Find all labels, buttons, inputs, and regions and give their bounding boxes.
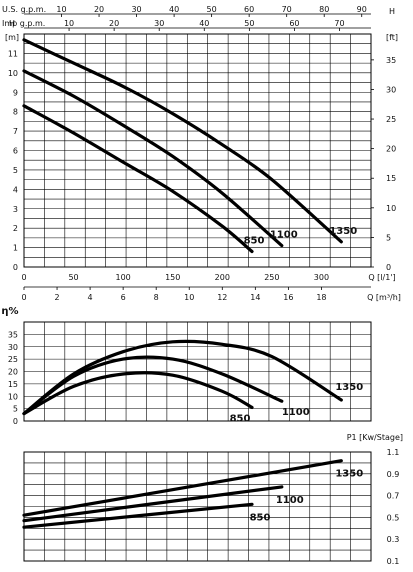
head-m-tick-label: 4	[13, 185, 18, 194]
head-m-axis-title: H	[9, 19, 15, 28]
head-m-tick-label: 11	[8, 49, 18, 58]
head-ft-tick-label: 30	[386, 85, 396, 94]
usgpm-tick-label: 80	[319, 5, 329, 14]
head-m-tick-label: 8	[13, 108, 18, 117]
efficiency-curve-1350	[22, 339, 343, 416]
impgpm-tick-label: 70	[334, 19, 344, 28]
efficiency-tick-label: 20	[8, 368, 18, 377]
head-m-tick-label: 9	[13, 88, 18, 97]
head-m-tick-label: 2	[13, 224, 18, 233]
usgpm-tick-label: 40	[169, 5, 179, 14]
power-panel: P1 [Kw/Stage] 0.1 0.3 0.5 0.7 0.9 1.1 850 1100 13…	[22, 433, 403, 566]
head-m-tick-label: 3	[13, 205, 18, 214]
power-curve-label-1100: 1100	[276, 495, 304, 506]
efficiency-axis-title: η%	[1, 306, 18, 317]
efficiency-curve-label-1350: 1350	[335, 382, 363, 393]
power-tick-label: 0.3	[387, 535, 400, 544]
head-curve-label-850: 850	[244, 235, 265, 246]
usgpm-tick-label: 10	[56, 5, 66, 14]
head-ft-tick-label: 25	[386, 115, 396, 124]
impgpm-axis-title: Imp g.p.m.	[2, 19, 45, 28]
efficiency-curve-label-1100: 1100	[282, 407, 310, 418]
head-m-tick-label: 7	[13, 127, 18, 136]
q-lpm-tick-label: 250	[264, 273, 279, 282]
power-curve-1100	[22, 485, 284, 523]
usgpm-tick-label: 60	[244, 5, 254, 14]
efficiency-tick-label: 25	[8, 355, 18, 364]
impgpm-tick-label: 60	[289, 19, 299, 28]
q-m3h-tick-label: 6	[121, 293, 126, 302]
efficiency-tick-label: 5	[13, 405, 18, 414]
head-curve-label-1100: 1100	[270, 230, 298, 241]
efficiency-tick-label: 15	[8, 380, 18, 389]
head-m-tick-label: 0	[13, 263, 18, 272]
power-axis-title: P1 [Kw/Stage]	[347, 433, 403, 442]
efficiency-panel: η% 0 5 10 15 20 25 30 35 850 1100 1350	[1, 306, 372, 426]
q-lpm-tick-label: 100	[116, 273, 131, 282]
head-ft-tick-label: 10	[386, 204, 396, 213]
head-m-tick-label: 1	[13, 244, 18, 253]
q-m3h-tick-label: 4	[88, 293, 93, 302]
q-m3h-tick-label: 8	[154, 293, 159, 302]
usgpm-tick-label: 90	[357, 5, 367, 14]
q-m3h-tick-label: 14	[250, 293, 260, 302]
efficiency-tick-label: 35	[8, 330, 18, 339]
power-curve-label-850: 850	[250, 512, 271, 523]
q-lpm-tick-label: 0	[21, 273, 26, 282]
efficiency-tick-label: 0	[13, 417, 18, 426]
impgpm-tick-label: 10	[64, 19, 74, 28]
q-m3h-tick-label: 12	[217, 293, 227, 302]
q-lpm-tick-label: 50	[68, 273, 78, 282]
q-m3h-tick-label: 18	[316, 293, 326, 302]
head-ft-tick-label: 5	[386, 233, 391, 242]
head-m-axis-unit: [m]	[5, 33, 19, 42]
q-lpm-tick-label: 150	[165, 273, 180, 282]
head-ft-tick-label: 35	[386, 56, 396, 65]
impgpm-tick-label: 30	[154, 19, 164, 28]
q-m3h-tick-label: 0	[21, 293, 26, 302]
q-m3h-unit: Q [m³/h]	[367, 293, 401, 302]
head-curve-label-1350: 1350	[329, 226, 357, 237]
power-curve-1350	[22, 459, 343, 517]
head-ft-axis-unit: [ft]	[386, 33, 398, 42]
usgpm-tick-label: 50	[207, 5, 217, 14]
head-curve-1100	[22, 69, 284, 248]
head-m-tick-label: 5	[13, 166, 18, 175]
head-ft-tick-label: 20	[386, 145, 396, 154]
head-curve-850	[22, 104, 254, 254]
usgpm-axis-title: U.S. g.p.m.	[2, 5, 46, 14]
head-m-tick-label: 6	[13, 147, 18, 156]
power-curve-label-1350: 1350	[335, 469, 363, 480]
head-curve-1350	[22, 38, 343, 244]
head-m-tick-label: 10	[8, 69, 18, 78]
power-tick-label: 1.1	[387, 448, 400, 457]
q-lpm-tick-label: 200	[215, 273, 230, 282]
power-tick-label: 0.7	[387, 492, 400, 501]
impgpm-tick-label: 20	[109, 19, 119, 28]
efficiency-curve-label-850: 850	[230, 413, 251, 424]
power-tick-label: 0.9	[387, 470, 400, 479]
impgpm-tick-label: 40	[199, 19, 209, 28]
usgpm-tick-label: 20	[94, 5, 104, 14]
head-ft-tick-label: 0	[386, 263, 391, 272]
head-panel: U.S. g.p.m.Imp g.p.m.10 20 30 40 50 60 70 80 901…	[2, 5, 401, 302]
efficiency-tick-label: 30	[8, 343, 18, 352]
usgpm-tick-label: 70	[282, 5, 292, 14]
q-m3h-tick-label: 2	[55, 293, 60, 302]
impgpm-tick-label: 50	[244, 19, 254, 28]
power-tick-label: 0.1	[387, 557, 400, 566]
head-ft-tick-label: 15	[386, 174, 396, 183]
q-lpm-tick-label: 300	[314, 273, 329, 282]
power-curve-850	[22, 502, 254, 529]
usgpm-tick-label: 30	[131, 5, 141, 14]
power-tick-label: 0.5	[387, 513, 400, 522]
q-lpm-unit: Q [l/1']	[368, 273, 395, 282]
q-m3h-tick-label: 10	[184, 293, 194, 302]
efficiency-tick-label: 10	[8, 392, 18, 401]
q-m3h-tick-label: 16	[283, 293, 293, 302]
head-ft-axis-title: H	[389, 7, 395, 16]
efficiency-curve-850	[22, 371, 254, 416]
efficiency-curve-1100	[22, 355, 284, 416]
